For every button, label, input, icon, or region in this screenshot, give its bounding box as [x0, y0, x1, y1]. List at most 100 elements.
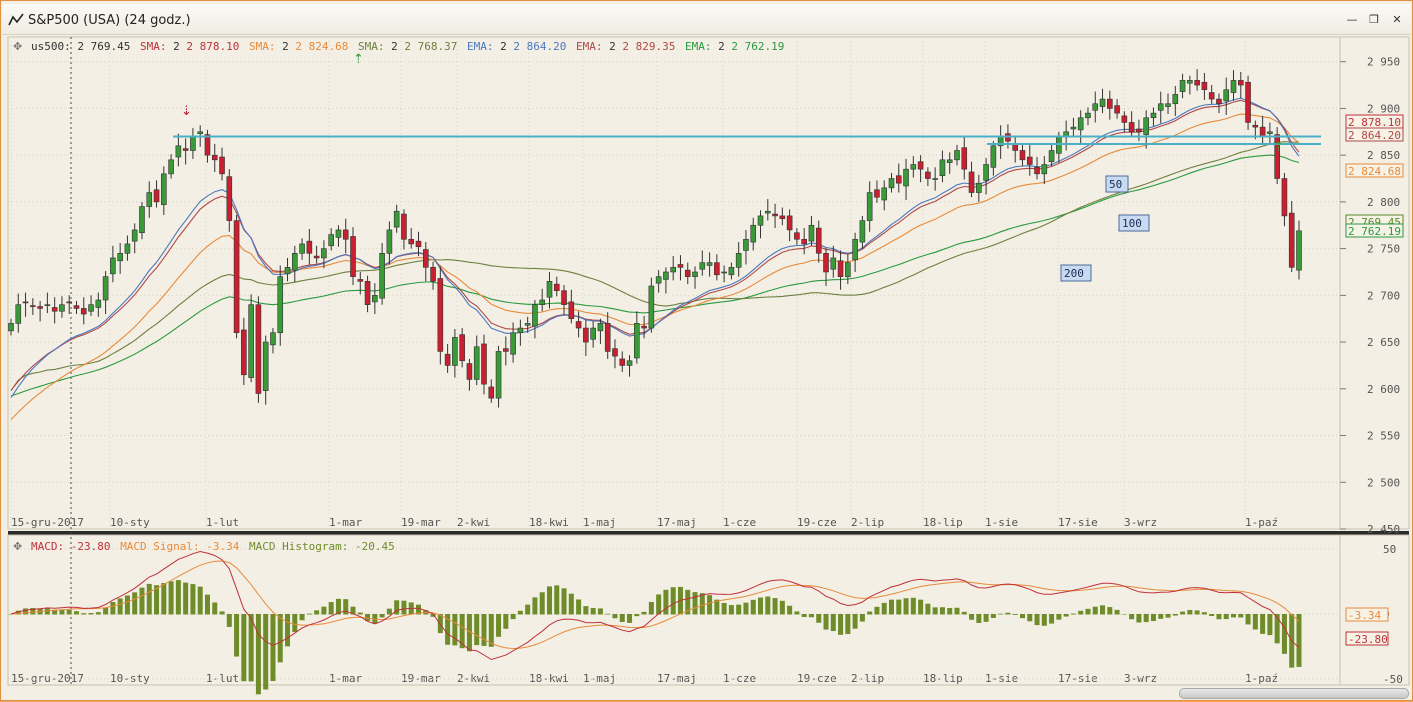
histogram-bar	[707, 595, 713, 615]
candle-body	[22, 301, 29, 304]
candle-body	[197, 131, 203, 134]
candle-body	[1165, 103, 1171, 107]
close-icon[interactable]: ✕	[1392, 13, 1402, 26]
x-tick-label-macd: 1-mar	[329, 672, 362, 685]
histogram-bar	[794, 611, 800, 615]
histogram-bar	[961, 611, 967, 615]
candle-body	[1136, 128, 1142, 133]
y-tick-label: 2 700	[1367, 289, 1400, 302]
candle-body	[1121, 115, 1128, 123]
x-tick-label: 17-maj	[657, 516, 697, 529]
candle-body	[299, 243, 305, 254]
candle-body	[357, 279, 364, 282]
histogram-bar	[204, 594, 210, 615]
histogram-bar	[597, 608, 603, 615]
histogram-bar	[1027, 614, 1033, 622]
candle-body	[983, 164, 989, 181]
ma-label-box	[1118, 214, 1150, 232]
ma-label-box	[1060, 264, 1092, 282]
histogram-bar	[1041, 614, 1047, 626]
macd-tag-label: -3.34	[1348, 609, 1381, 622]
x-tick-label-macd: 1-lut	[206, 672, 239, 685]
histogram-bar	[1085, 608, 1091, 615]
ema-200-line	[10, 154, 1300, 397]
histogram-bar	[881, 602, 887, 615]
candle-body	[859, 220, 866, 243]
candle-body	[932, 178, 938, 180]
restore-icon[interactable]: ❐	[1369, 13, 1379, 26]
histogram-bar	[517, 610, 523, 615]
histogram-bar	[416, 604, 422, 615]
price-tag: 2 864.20	[1345, 127, 1404, 142]
candle-body	[714, 262, 720, 276]
histogram-bar	[714, 599, 720, 615]
histogram-bar	[379, 614, 385, 618]
histogram-bar	[1180, 611, 1186, 615]
histogram-bar	[466, 614, 472, 652]
histogram-bar	[1165, 614, 1171, 618]
candle-body	[663, 271, 669, 280]
histogram-bar	[627, 614, 633, 623]
candle-body	[575, 321, 582, 329]
histogram-bar	[1238, 614, 1244, 618]
candle-body	[1281, 178, 1288, 217]
sma-50-line	[10, 97, 1300, 398]
candle-body	[37, 306, 43, 309]
candle-body	[1274, 134, 1280, 179]
price-panel	[7, 36, 1341, 530]
title-bar[interactable]: S&P500 (USA) (24 godz.) — ❐ ✕	[2, 4, 1411, 35]
candle-body	[706, 262, 713, 266]
minimize-icon[interactable]: —	[1346, 13, 1358, 26]
histogram-bar	[721, 602, 727, 615]
candle-body	[823, 252, 829, 273]
histogram-bar	[583, 606, 589, 615]
candle-body	[553, 283, 560, 291]
histogram-bar	[1296, 614, 1302, 667]
histogram-bar	[510, 614, 516, 620]
candle-body	[946, 159, 953, 163]
horizontal-scrollbar[interactable]	[1179, 688, 1409, 699]
histogram-bar	[241, 614, 247, 682]
candle-body	[764, 210, 771, 214]
histogram-bar	[758, 597, 764, 615]
price-tag-label: 2 762.19	[1348, 225, 1401, 238]
candle-body	[1201, 81, 1208, 91]
histogram-bar	[1201, 612, 1207, 615]
candle-body	[990, 145, 997, 168]
histogram-bar	[947, 608, 953, 615]
candle-body	[1230, 80, 1237, 93]
candle-body	[350, 236, 356, 277]
candle-body	[612, 348, 618, 357]
y-tick-label: 2 550	[1367, 430, 1400, 443]
candle-body	[903, 168, 909, 187]
histogram-bar	[539, 592, 545, 615]
histogram-bar	[670, 587, 676, 615]
histogram-bar	[401, 600, 407, 615]
candle-body	[583, 327, 589, 343]
histogram-bar	[226, 614, 232, 627]
histogram-bar	[1150, 614, 1156, 622]
x-tick-label: 17-sie	[1058, 516, 1098, 529]
candle-body	[473, 346, 480, 380]
candle-body	[655, 276, 662, 284]
histogram-bar	[787, 605, 793, 615]
histogram-bar	[1114, 609, 1120, 615]
histogram-bar	[1281, 614, 1287, 654]
candle-body	[743, 238, 749, 251]
candle-body	[517, 327, 524, 334]
candle-body	[342, 229, 349, 240]
y-tick-label: 2 650	[1367, 336, 1400, 349]
histogram-bar	[212, 602, 218, 615]
candle-body	[1288, 212, 1295, 268]
candle-body	[939, 159, 946, 177]
histogram-bar	[452, 614, 458, 646]
candle-body	[88, 304, 94, 312]
histogram-bar	[1209, 614, 1215, 617]
histogram-bar	[459, 614, 465, 649]
candle-body	[1187, 80, 1193, 84]
move-handle-icon: ✥	[13, 540, 22, 553]
histogram-bar	[190, 584, 196, 615]
histogram-bar	[1063, 614, 1069, 617]
candle-body	[772, 213, 778, 217]
